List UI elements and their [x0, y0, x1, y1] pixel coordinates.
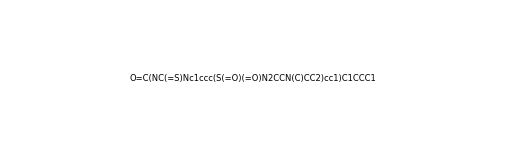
Text: O=C(NC(=S)Nc1ccc(S(=O)(=O)N2CCN(C)CC2)cc1)C1CCC1: O=C(NC(=S)Nc1ccc(S(=O)(=O)N2CCN(C)CC2)cc… [129, 74, 376, 83]
